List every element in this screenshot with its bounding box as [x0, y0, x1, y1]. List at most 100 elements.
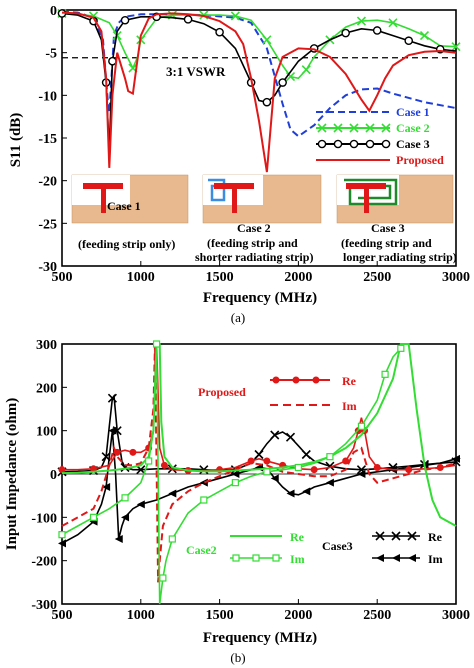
series-line	[61, 12, 457, 80]
x-tick-label: 2500	[363, 270, 391, 285]
y-tick-label: 300	[36, 338, 57, 353]
data-point-x	[391, 531, 401, 541]
data-point-dot	[310, 466, 318, 474]
data-point-square	[58, 531, 66, 539]
inset-case2-radiating-strip	[208, 178, 226, 202]
data-point-triangle	[136, 500, 145, 509]
data-point-triangle	[199, 478, 208, 487]
data-point-x	[301, 449, 311, 460]
y-tick-label: -300	[31, 598, 57, 613]
x-tick-label: 2000	[284, 608, 312, 623]
data-point-triangle	[121, 513, 130, 522]
series-case-2	[57, 8, 461, 82]
legend-label: Re	[290, 530, 305, 544]
data-point-dot	[272, 376, 280, 384]
data-point-square	[168, 535, 176, 543]
data-point-square	[121, 494, 129, 502]
vswr-annotation: 3:1 VSWR	[166, 64, 226, 79]
data-point-x	[230, 11, 240, 21]
legend-item: Case 3	[316, 137, 430, 151]
data-point-triangle	[270, 474, 279, 483]
data-point-dot	[292, 376, 300, 384]
data-point-circle	[404, 36, 414, 46]
inset-case3-title: Case 3	[371, 221, 405, 235]
x-tick-label: 1500	[206, 608, 234, 623]
data-point-x	[333, 123, 343, 133]
panel-a-ticks: 500 1000 1500 2000 2500 3000 0 -5 -10 -15 -20 -25 -3…	[38, 4, 470, 285]
data-point-square	[231, 479, 239, 487]
inset-case1-feed-stem	[101, 183, 106, 213]
data-point-square	[232, 554, 240, 562]
legend-label: Im	[290, 552, 305, 566]
inset-case3-caption-1: (feeding strip and	[341, 236, 432, 250]
series-case2-re	[61, 343, 457, 527]
x-tick-label: 500	[52, 270, 73, 285]
series-line	[61, 11, 457, 173]
y-tick-label: 100	[36, 425, 57, 440]
data-point-dot	[405, 466, 413, 474]
panel-a-series	[57, 8, 461, 173]
data-point-x	[325, 461, 335, 471]
data-point-triangle	[168, 489, 177, 498]
data-point-circle	[215, 27, 224, 37]
inset-case3-radiating-strip	[344, 178, 398, 206]
y-tick-label: 200	[36, 381, 57, 396]
data-point-triangle	[231, 470, 240, 478]
data-point-square	[381, 370, 389, 378]
legend-group-title: Case3	[322, 539, 353, 553]
legend-group-case2: Case2 Re Im	[186, 530, 305, 566]
data-point-x	[407, 531, 417, 541]
data-point-x	[107, 393, 117, 403]
y-tick-label: -10	[38, 89, 57, 104]
data-point-x	[356, 16, 367, 26]
data-point-x	[285, 71, 296, 82]
data-point-square	[200, 496, 208, 504]
data-point-circle	[333, 139, 343, 149]
legend-label: Case 2	[396, 121, 430, 135]
data-point-circle	[365, 139, 375, 149]
data-point-square	[145, 457, 153, 465]
data-point-triangle	[286, 489, 295, 498]
inset-case2: Case 2 (feeding strip and shorter radiat…	[195, 174, 322, 264]
inset-case3-caption-2: longer radiating strip)	[343, 250, 457, 264]
data-point-x	[349, 123, 359, 133]
legend-item: Case 1	[316, 105, 430, 119]
inset-case2-feed-stem	[232, 183, 237, 213]
y-tick-label: -30	[38, 260, 57, 275]
x-tick-label: 500	[52, 608, 73, 623]
series-case3-im	[58, 426, 460, 548]
data-point-x	[301, 65, 311, 75]
panel-b-impedance-chart: 500 1000 1500 2000 2500 30003002001000-100-20…	[4, 338, 470, 665]
inset-case1-title: Case 1	[107, 199, 141, 213]
legend-label: Case 1	[396, 105, 430, 119]
data-point-dot	[373, 464, 381, 471]
data-point-x	[270, 430, 280, 440]
data-point-triangle	[102, 483, 111, 491]
data-point-triangle	[408, 554, 416, 562]
data-point-circle	[262, 97, 272, 107]
data-point-x	[317, 123, 327, 133]
legend-label: Case 3	[396, 137, 430, 151]
data-point-dot	[58, 466, 66, 474]
series-case2-im	[58, 340, 405, 605]
inset-case1: Case 1 (feeding strip only)	[71, 174, 189, 251]
panel-b-x-axis-label: Frequency (MHz)	[203, 630, 317, 646]
legend-label: Re	[342, 374, 357, 388]
data-point-square	[263, 468, 271, 476]
panel-a-x-axis-label: Frequency (MHz)	[203, 290, 317, 306]
inset-case2-caption-1: (feeding strip and	[207, 236, 298, 250]
x-tick-label: 1500	[206, 270, 234, 285]
panel-b-series	[57, 340, 461, 605]
data-point-circle	[183, 15, 193, 24]
data-point-square	[152, 340, 161, 348]
data-point-triangle	[302, 487, 311, 496]
legend-group-title: Case2	[186, 543, 217, 557]
panel-b-legend: Proposed Re Im Case2 Re Im Case3 Re Im	[186, 374, 443, 566]
data-point-triangle	[357, 470, 366, 478]
data-point-triangle	[58, 539, 66, 548]
x-tick-label: 1000	[127, 608, 155, 623]
data-point-dot	[263, 457, 271, 465]
data-point-triangle	[392, 554, 400, 562]
data-point-circle	[120, 15, 130, 25]
panel-a-legend: Case 1 Case 2 Case 3 Proposed	[316, 105, 444, 167]
